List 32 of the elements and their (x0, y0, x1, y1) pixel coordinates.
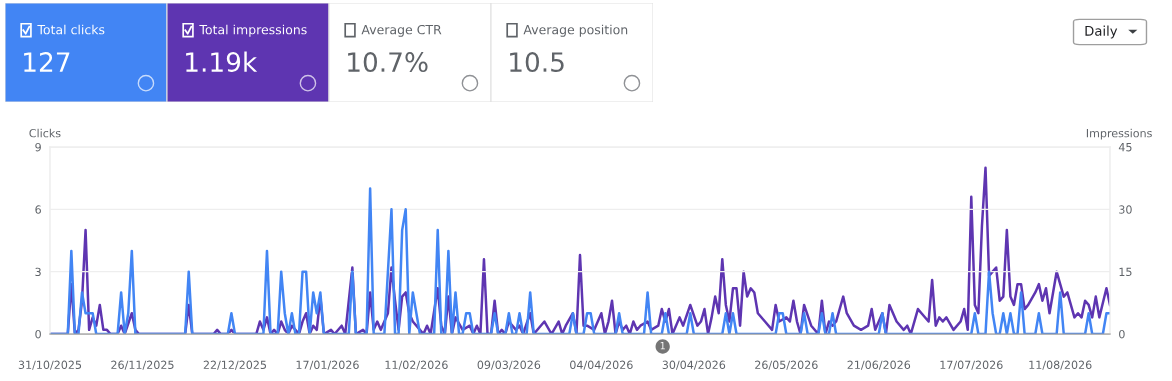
x-tick-label: 26/11/2025 (111, 360, 174, 370)
x-tick-label: 11/08/2026 (1029, 360, 1092, 370)
y2-tick-label: 0 (1119, 329, 1125, 339)
x-tick-label: 11/02/2026 (385, 360, 448, 370)
text: 1.19k (186, 51, 258, 73)
x-tick-label: 22/12/2025 (203, 360, 267, 370)
x-tick-label: 26/05/2026 (755, 360, 818, 370)
y2-tick-label: 30 (1119, 205, 1132, 214)
y2-axis-title: Impressions (1086, 128, 1152, 140)
y2-tick-label: 45 (1118, 143, 1132, 152)
x-tick-label: 17/01/2026 (296, 360, 359, 370)
category-label: Average CTR (361, 24, 442, 37)
text: 10.7% (348, 52, 428, 73)
category-label: Total clicks (37, 24, 105, 35)
y-tick-label: 6 (35, 205, 41, 214)
y-tick-label: 0 (35, 329, 41, 339)
category-label: Total impressions (199, 24, 307, 37)
x-tick-label: 17/07/2026 (940, 360, 1003, 370)
x-tick-label: 04/04/2026 (570, 360, 633, 370)
category-label: Average position (523, 24, 628, 37)
x-tick-label: 21/06/2026 (847, 360, 911, 370)
x-tick-label: 30/04/2026 (662, 360, 726, 370)
x-tick-label: 09/03/2026 (477, 360, 541, 370)
y-tick-label: 9 (35, 142, 41, 152)
x-tick-label: 31/10/2025 (18, 360, 82, 370)
text: 127 (24, 52, 70, 72)
text: Daily (1085, 25, 1118, 39)
y-axis-title: Clicks (29, 128, 61, 138)
y2-tick-label: 15 (1119, 267, 1132, 277)
text: 1 (660, 342, 665, 350)
y-tick-label: 3 (35, 267, 41, 277)
text: 10.5 (510, 52, 564, 73)
